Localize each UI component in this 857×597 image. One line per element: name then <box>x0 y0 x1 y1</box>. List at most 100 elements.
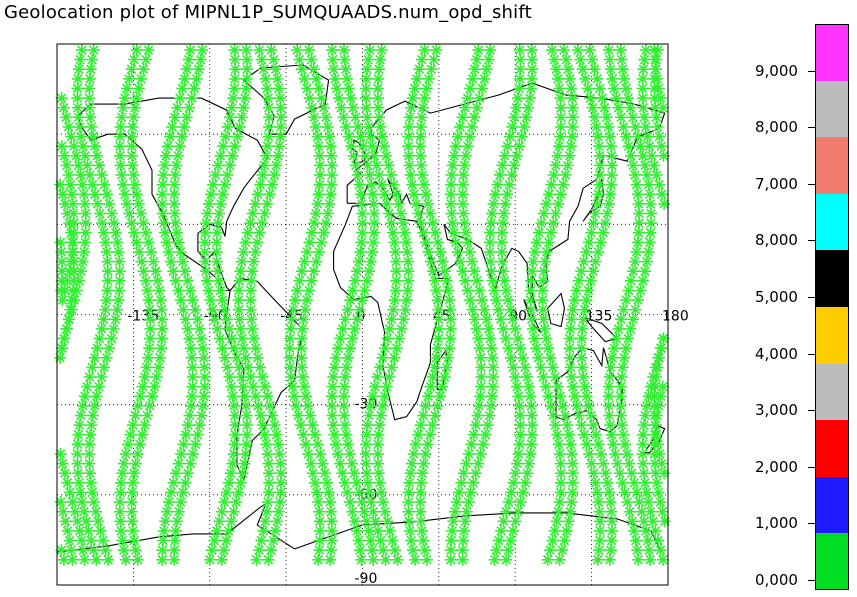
data-point <box>307 265 320 278</box>
data-point <box>464 294 477 307</box>
data-point <box>577 371 590 383</box>
data-point <box>566 303 579 316</box>
data-point <box>208 534 221 547</box>
data-point <box>229 140 241 153</box>
data-point <box>97 226 110 239</box>
data-point <box>504 351 517 364</box>
data-point <box>284 361 297 374</box>
data-point <box>557 44 570 56</box>
data-point <box>583 448 596 460</box>
data-point <box>484 44 497 56</box>
data-point <box>296 322 309 335</box>
data-point <box>642 178 655 191</box>
data-point <box>438 371 451 383</box>
data-point <box>223 322 236 335</box>
data-point <box>553 82 566 95</box>
data-point <box>312 246 325 258</box>
data-point <box>221 121 234 133</box>
data-point <box>511 457 524 470</box>
data-point <box>509 467 522 480</box>
data-point <box>306 419 319 432</box>
data-point <box>65 188 78 201</box>
data-point <box>228 82 241 95</box>
data-point <box>54 178 67 191</box>
data-point <box>430 351 443 364</box>
data-point <box>369 515 382 528</box>
data-point <box>620 130 633 143</box>
data-point <box>237 246 250 258</box>
data-point <box>368 149 381 162</box>
data-point <box>345 457 358 470</box>
data-point <box>512 448 525 460</box>
data-point <box>361 476 374 489</box>
data-point <box>297 371 309 383</box>
data-point <box>272 438 285 451</box>
data-point <box>378 140 391 153</box>
data-point <box>611 457 624 470</box>
data-point <box>196 342 209 355</box>
data-point <box>649 419 662 432</box>
data-point <box>274 130 287 143</box>
data-point <box>651 409 664 422</box>
data-point <box>495 524 508 537</box>
data-point <box>565 371 578 383</box>
colorbar-tick <box>808 70 815 72</box>
data-point <box>653 130 666 143</box>
data-point <box>405 101 418 114</box>
data-point <box>93 159 106 172</box>
data-point <box>325 505 338 518</box>
data-point <box>179 313 192 326</box>
data-point <box>130 236 143 249</box>
data-point <box>478 72 491 85</box>
data-point <box>213 207 226 220</box>
longitude-label: 135 <box>586 309 613 325</box>
data-point <box>639 476 651 489</box>
data-point <box>522 101 535 114</box>
data-point <box>111 303 124 316</box>
data-point <box>521 467 534 480</box>
data-point <box>349 111 362 124</box>
data-point <box>600 111 613 124</box>
data-point <box>61 476 74 489</box>
data-point <box>504 303 517 316</box>
data-point <box>301 246 313 258</box>
data-point <box>654 544 667 557</box>
data-point <box>554 130 567 143</box>
data-point <box>592 130 604 143</box>
data-point <box>351 265 364 278</box>
data-point <box>624 274 637 287</box>
data-point <box>383 524 396 537</box>
data-point <box>140 226 152 239</box>
data-point <box>78 553 91 566</box>
data-point <box>629 255 641 268</box>
data-point <box>132 197 145 210</box>
data-point <box>434 390 446 403</box>
data-point <box>184 284 197 297</box>
data-point <box>321 207 334 220</box>
data-point <box>549 207 562 220</box>
data-point <box>353 178 366 191</box>
data-point <box>549 159 562 172</box>
data-point <box>117 544 130 557</box>
data-point <box>73 419 86 432</box>
colorbar-label: 1,000 <box>755 514 798 533</box>
data-point <box>582 236 595 249</box>
data-point <box>78 505 91 518</box>
data-point <box>303 44 315 56</box>
data-point <box>580 438 593 451</box>
data-point <box>222 476 235 489</box>
data-point <box>191 313 204 326</box>
data-point <box>468 63 481 76</box>
data-point <box>652 399 665 412</box>
data-point <box>411 72 423 85</box>
data-point <box>88 140 101 153</box>
data-point <box>606 72 619 85</box>
data-point <box>342 130 355 143</box>
data-point <box>366 188 379 201</box>
data-point <box>630 486 643 499</box>
data-point <box>85 121 98 133</box>
data-point <box>420 553 433 566</box>
data-point <box>304 409 317 422</box>
data-point <box>344 294 357 307</box>
